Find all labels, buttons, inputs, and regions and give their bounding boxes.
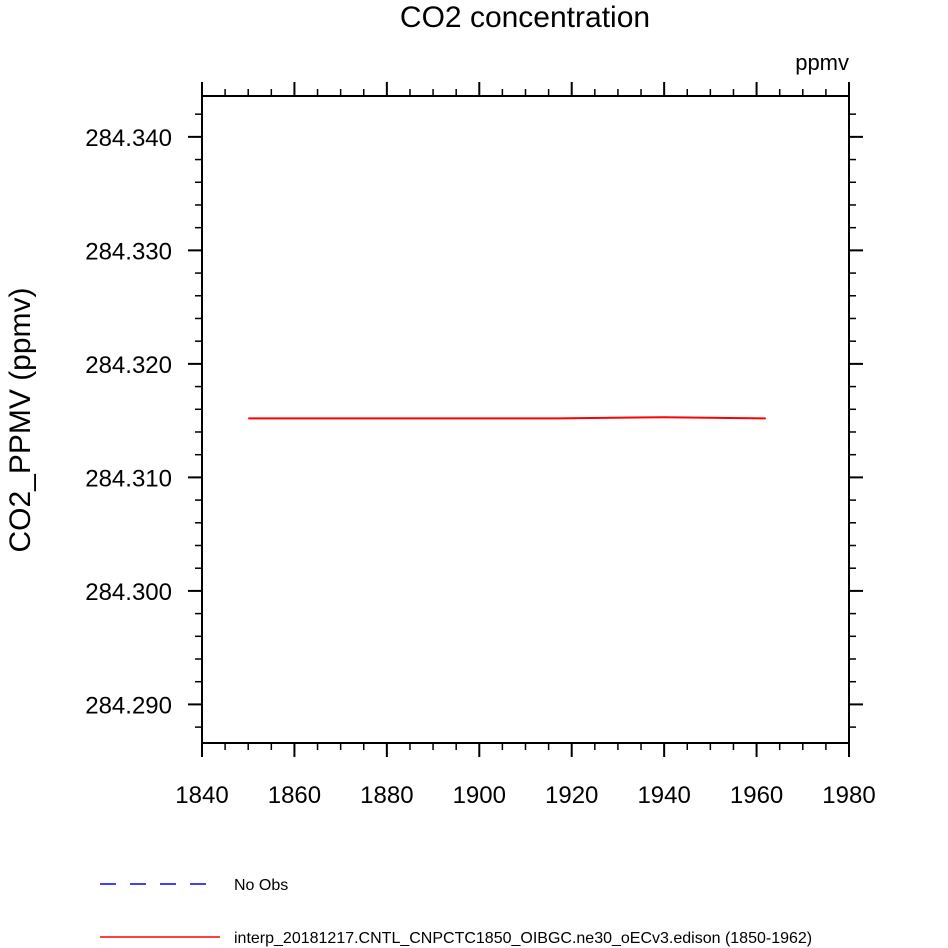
- legend-label-2: interp_20181217.CNTL_CNPCTC1850_OIBGC.ne…: [234, 930, 812, 947]
- y-axis-label: CO2_PPMV (ppmv): [4, 287, 37, 552]
- plot-area: [248, 416, 766, 420]
- x-tick-label: 1860: [268, 782, 321, 809]
- x-tick-label: 1920: [545, 782, 598, 809]
- y-tick-label: 284.300: [85, 579, 172, 606]
- legend-label-1: No Obs: [234, 877, 288, 894]
- units-label: ppmv: [795, 50, 849, 75]
- x-tick-labels: 1840 1860 1880 1900 1920 1940 1960 1980: [175, 782, 875, 809]
- y-tick-label: 284.340: [85, 125, 172, 152]
- y-tick-label: 284.290: [85, 692, 172, 719]
- chart-title: CO2 concentration: [400, 1, 650, 34]
- x-tick-label: 1940: [637, 782, 690, 809]
- axis-ticks: [188, 82, 863, 757]
- x-tick-label: 1980: [822, 782, 875, 809]
- y-tick-label: 284.310: [85, 465, 172, 492]
- series-line-2: [248, 416, 766, 420]
- plot-frame: [201, 95, 850, 744]
- y-tick-label: 284.320: [85, 352, 172, 379]
- x-tick-label: 1960: [730, 782, 783, 809]
- legend: No Obs interp_20181217.CNTL_CNPCTC1850_OI…: [100, 877, 812, 947]
- x-tick-label: 1840: [175, 782, 228, 809]
- y-tick-label: 284.330: [85, 238, 172, 265]
- y-tick-labels: 284.290 284.300 284.310 284.320 284.330 284.3…: [85, 125, 172, 720]
- x-tick-label: 1880: [360, 782, 413, 809]
- x-tick-label: 1900: [453, 782, 506, 809]
